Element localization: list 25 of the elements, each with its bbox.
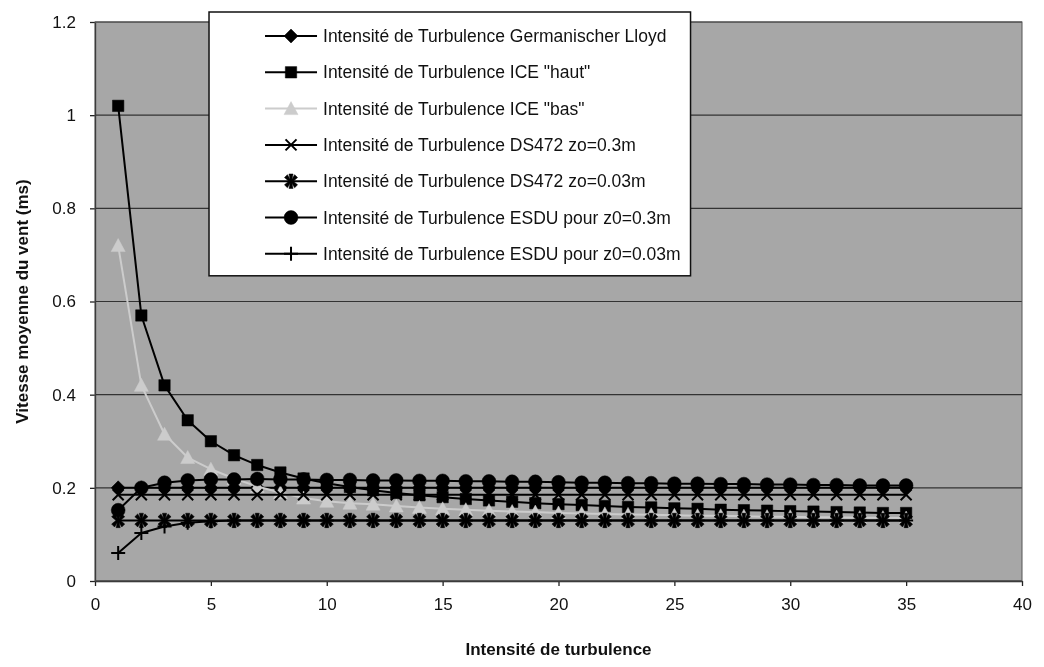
x-axis-title: Intensité de turbulence <box>465 640 652 659</box>
x-tick-label: 40 <box>1013 595 1032 615</box>
y-tick-label: 1 <box>66 106 76 126</box>
legend-label: Intensité de Turbulence Germanischer Lloyd <box>323 26 667 47</box>
legend-label: Intensité de Turbulence ESDU pour z0=0.03m <box>323 243 681 264</box>
legend-label: Intensité de Turbulence ICE "haut" <box>323 62 591 83</box>
x-tick-label: 30 <box>781 595 801 615</box>
y-tick-label: 0 <box>66 571 76 591</box>
x-tick-label: 10 <box>317 595 337 615</box>
y-tick-label: 0.2 <box>52 478 76 498</box>
y-tick-label: 0.6 <box>52 292 76 312</box>
x-tick-label: 20 <box>549 595 569 615</box>
y-tick-label: 0.8 <box>52 199 76 219</box>
y-axis-title: Vitesse moyenne du vent (ms) <box>13 179 32 424</box>
legend-label: Intensité de Turbulence ESDU pour z0=0.3m <box>323 207 671 228</box>
legend-label: Intensité de Turbulence DS472 zo=0.03m <box>323 171 646 192</box>
y-tick-label: 1.2 <box>52 12 76 32</box>
y-tick-label: 0.4 <box>52 385 76 405</box>
x-tick-label: 25 <box>665 595 685 615</box>
x-tick-label: 0 <box>90 595 101 615</box>
x-tick-label: 15 <box>433 595 453 615</box>
legend-label: Intensité de Turbulence DS472 zo=0.3m <box>323 135 636 156</box>
legend-label: Intensité de Turbulence ICE "bas" <box>323 98 585 119</box>
x-tick-label: 5 <box>206 595 217 615</box>
x-tick-label: 35 <box>897 595 917 615</box>
